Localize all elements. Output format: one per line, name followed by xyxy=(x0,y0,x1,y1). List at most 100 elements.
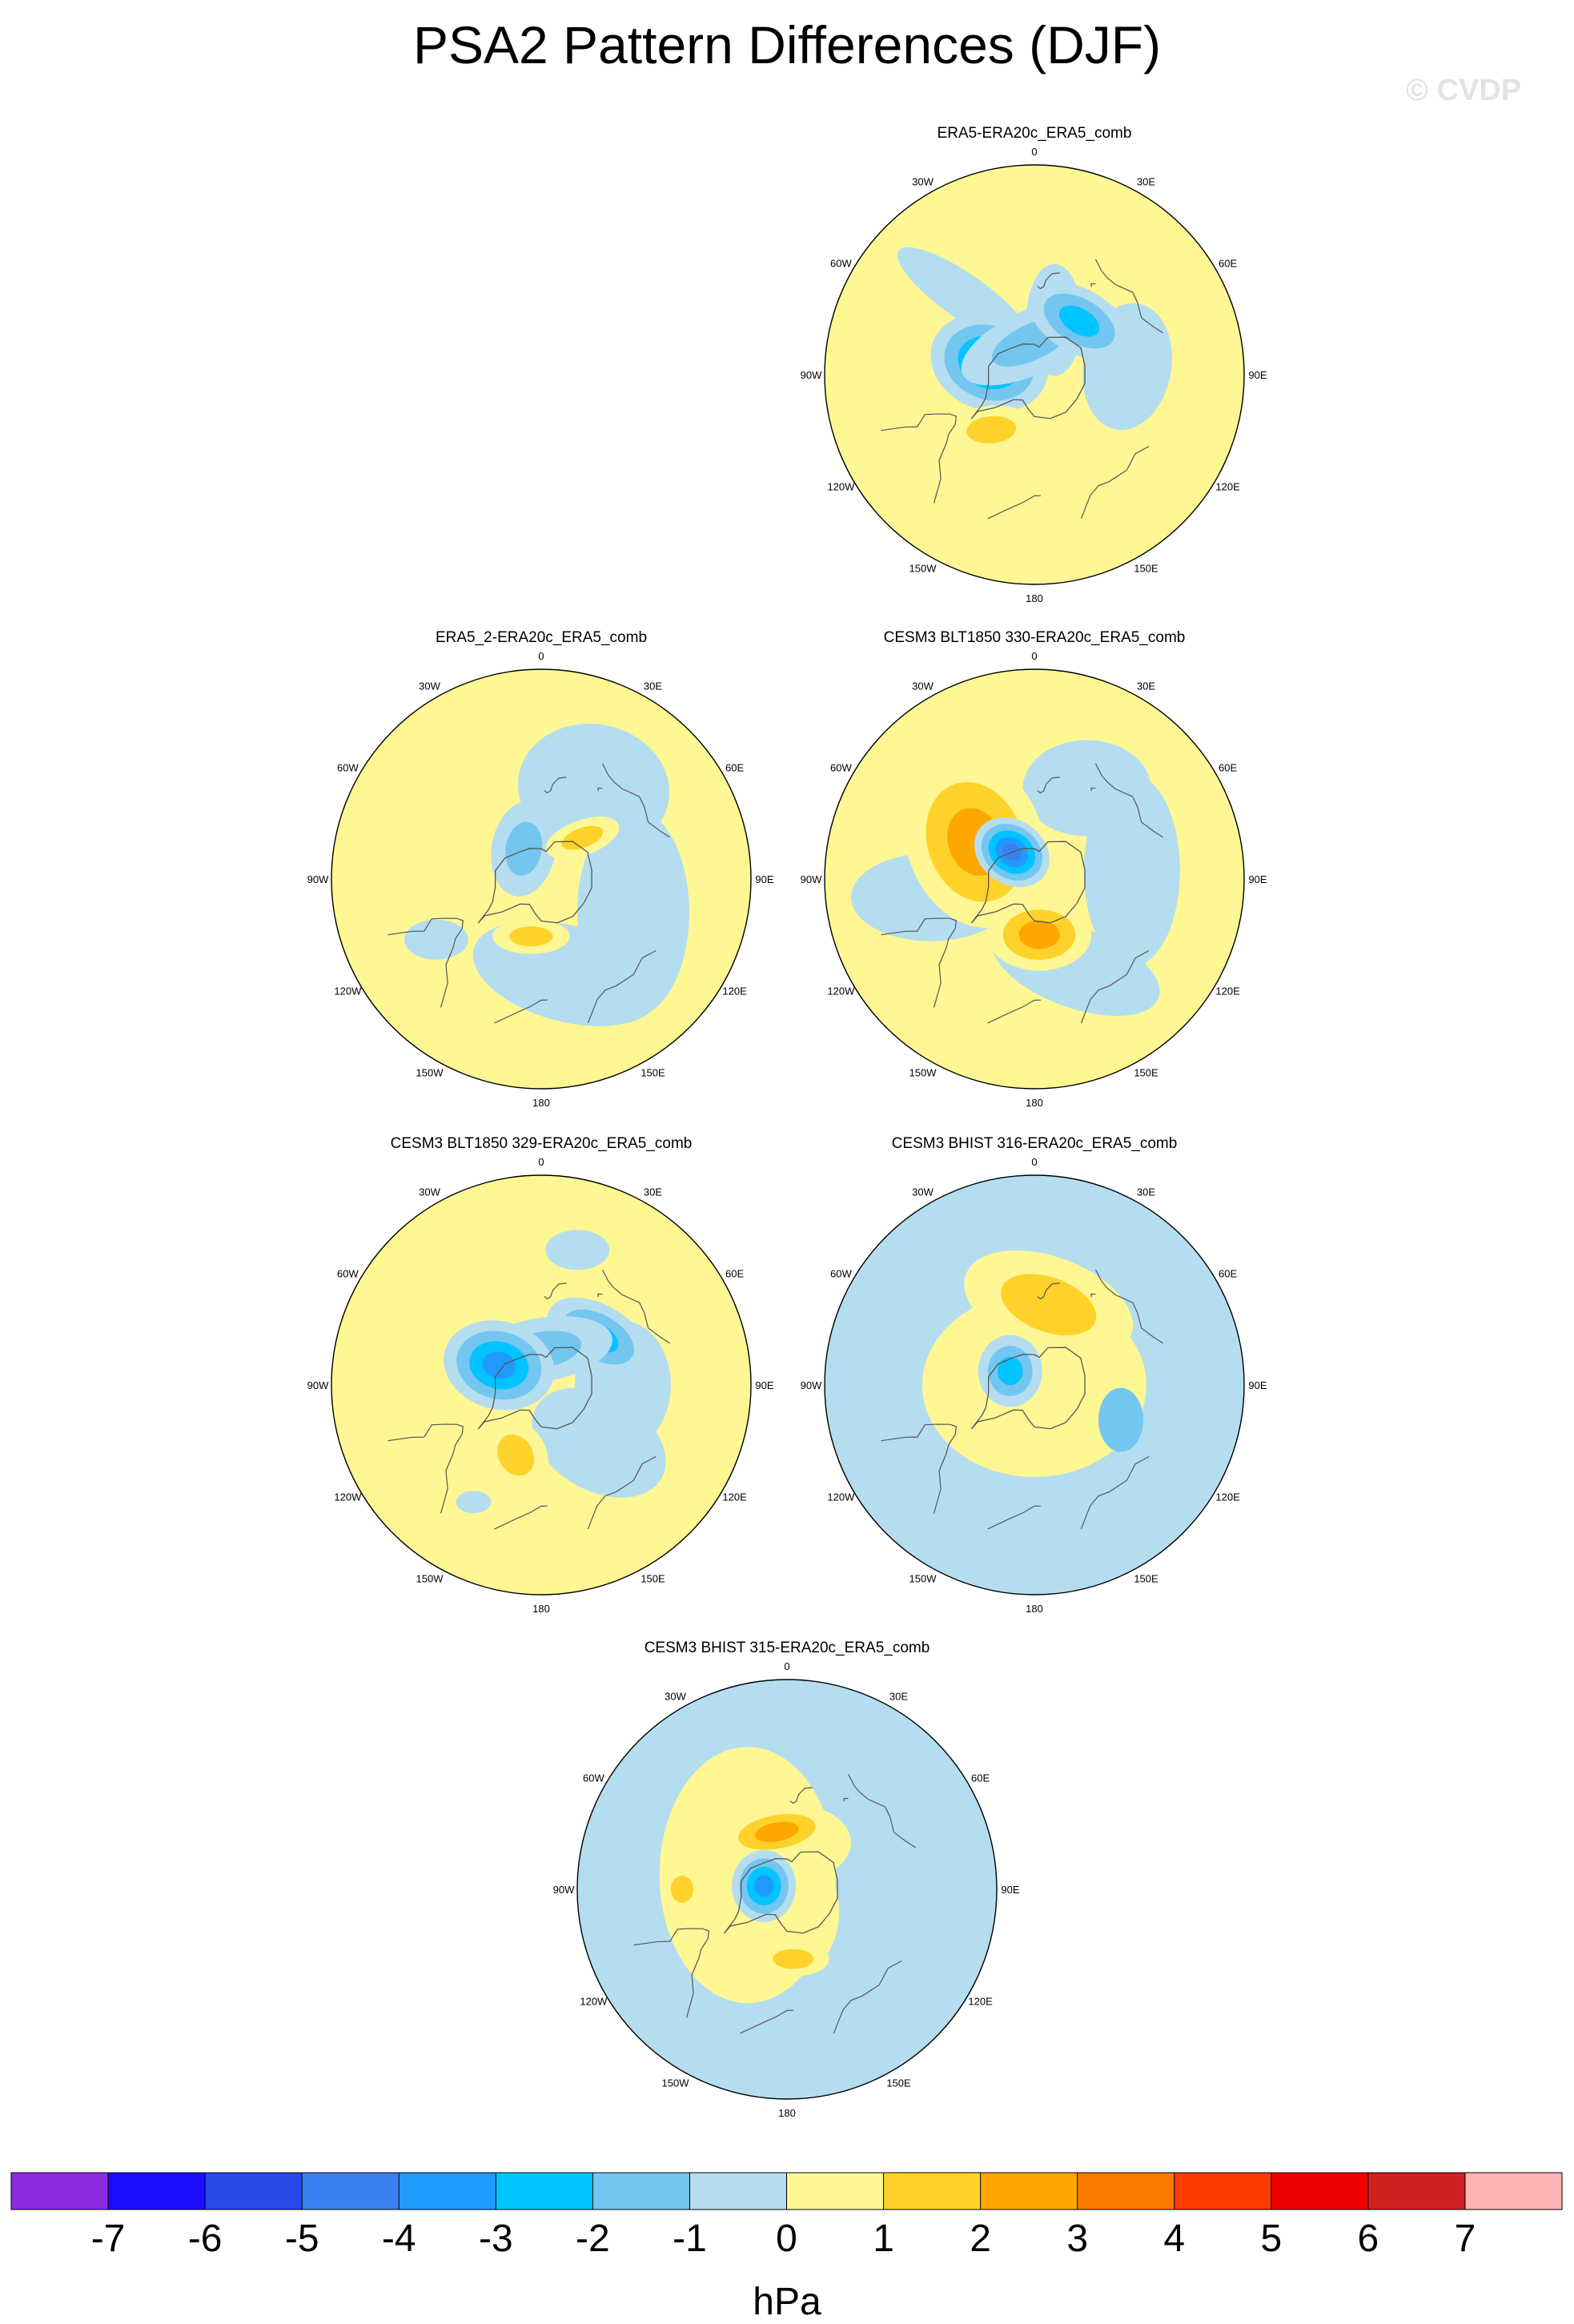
lon-label: 150W xyxy=(416,1067,444,1079)
lon-label: 60W xyxy=(583,1772,604,1784)
coastline xyxy=(1037,1282,1060,1300)
lon-label: 90W xyxy=(801,1379,822,1391)
lon-label: 150W xyxy=(416,1573,444,1585)
lon-label: 60W xyxy=(830,1268,852,1280)
panel-title: CESM3 BHIST 316-ERA20c_ERA5_comb xyxy=(892,1135,1178,1152)
field-layer xyxy=(825,1175,1244,1595)
field-layer xyxy=(825,165,1244,584)
contour--1_0 xyxy=(545,1230,610,1270)
colorbar-bin xyxy=(11,2173,109,2210)
colorbar-bin xyxy=(1464,2173,1563,2210)
panel-title: CESM3 BLT1850 330-ERA20c_ERA5_comb xyxy=(884,629,1186,646)
map-border xyxy=(824,668,1245,1090)
lon-label: 0 xyxy=(538,650,544,662)
lon-label: 120W xyxy=(827,1491,855,1503)
lon-label: 150E xyxy=(1134,1067,1158,1079)
panel-title: CESM3 BLT1850 329-ERA20c_ERA5_comb xyxy=(391,1135,693,1152)
lon-label: 150W xyxy=(909,1573,938,1585)
colorbar-tick-label: -3 xyxy=(479,2218,513,2260)
lon-label: 30W xyxy=(419,680,440,692)
colorbar-bin xyxy=(108,2173,206,2210)
lon-label: 30E xyxy=(889,1690,908,1702)
coastline xyxy=(1080,949,1150,1024)
colorbar-bin xyxy=(786,2173,885,2210)
lon-label: 90W xyxy=(307,1379,329,1391)
antarctica-coastline xyxy=(970,841,1086,924)
lon-label: 30E xyxy=(1137,1186,1155,1198)
coastline xyxy=(881,413,957,504)
lon-label: 60E xyxy=(725,1268,744,1280)
coastline xyxy=(633,1928,709,2018)
coastline xyxy=(740,2009,793,2034)
lon-label: 30W xyxy=(912,175,934,187)
lon-label: 0 xyxy=(784,1660,789,1672)
colorbar-bin xyxy=(302,2173,400,2210)
lon-label: 150E xyxy=(886,2077,911,2089)
coastline xyxy=(1090,787,1096,792)
coastline xyxy=(587,1455,657,1530)
contour--3_-2 xyxy=(1058,305,1100,337)
coastline xyxy=(587,949,657,1024)
colorbar-tick-label: -4 xyxy=(382,2218,416,2260)
maps-canvas: ERA5-ERA20c_ERA5_comb 0 30E 60E 90E 120E 150E 1… xyxy=(307,125,1267,2119)
contour--3_-2 xyxy=(997,1356,1023,1386)
antarctica-coastline xyxy=(970,336,1086,419)
colorbar-tick-label: 0 xyxy=(776,2218,797,2260)
copyright-watermark: © CVDP xyxy=(1406,74,1522,107)
coastline xyxy=(597,787,603,792)
coastline xyxy=(387,1423,464,1514)
coastline xyxy=(1094,763,1163,838)
lon-label: 120W xyxy=(827,481,855,493)
contour-2_3 xyxy=(1018,920,1060,949)
lon-label: 180 xyxy=(1026,1097,1043,1109)
lon-label: 180 xyxy=(532,1603,550,1615)
coastline xyxy=(881,1423,957,1514)
colorbar-bin xyxy=(399,2173,496,2210)
lon-label: 60W xyxy=(337,1268,359,1280)
contour--1_0 xyxy=(517,724,670,853)
lon-label: 150W xyxy=(662,2077,690,2089)
coastline xyxy=(987,1505,1041,1530)
colorbar-tick-label: 1 xyxy=(873,2218,894,2260)
map-panel: ERA5_2-ERA20c_ERA5_comb 0 30E 60E 90E 120E 150… xyxy=(307,629,774,1109)
panel-title: CESM3 BHIST 315-ERA20c_ERA5_comb xyxy=(644,1640,930,1656)
coastline xyxy=(881,917,957,1008)
map-border xyxy=(576,1679,998,2100)
colorbar: -7 -6 -5 -4 -3 -2 -1 0 1 2 3 4 5 6 7 xyxy=(10,2172,1563,2260)
field-layer xyxy=(331,1175,751,1595)
figure-title: PSA2 Pattern Differences (DJF) xyxy=(412,15,1162,74)
lon-label: 120E xyxy=(1215,1491,1240,1503)
contour-1_2 xyxy=(509,926,553,947)
lon-label: 60E xyxy=(1219,258,1237,270)
coastline xyxy=(597,1293,603,1298)
lon-label: 180 xyxy=(1026,592,1043,604)
colorbar-bin xyxy=(1077,2173,1175,2210)
coastline xyxy=(1094,259,1163,334)
contour-1_2 xyxy=(1001,1274,1097,1335)
lon-label: 60W xyxy=(830,258,852,270)
lon-label: 0 xyxy=(538,1156,544,1168)
contour-1_2 xyxy=(561,825,604,850)
colorbar-tick-label: 7 xyxy=(1455,2218,1476,2260)
lon-label: 90E xyxy=(1001,1884,1019,1896)
antarctica-coastline xyxy=(477,841,592,924)
contour-1_2 xyxy=(497,1434,535,1476)
contour--2_-1 xyxy=(1098,1387,1143,1452)
lon-label: 30E xyxy=(1137,175,1155,187)
lon-label: 60W xyxy=(830,762,852,774)
lon-label: 60W xyxy=(337,762,359,774)
coastline xyxy=(987,999,1041,1024)
coastline xyxy=(1090,1293,1096,1298)
contour--1_0 xyxy=(1022,740,1151,837)
colorbar-tick-label: 4 xyxy=(1163,2218,1185,2260)
panel-title: ERA5-ERA20c_ERA5_comb xyxy=(938,125,1132,142)
lon-label: 90E xyxy=(1248,369,1267,381)
lon-label: 90E xyxy=(1248,873,1267,885)
coastline xyxy=(987,495,1041,520)
lon-label: 30E xyxy=(644,680,662,692)
lon-label: 120E xyxy=(722,1491,747,1503)
lon-label: 150E xyxy=(1134,563,1158,575)
lon-label: 90E xyxy=(755,1379,773,1391)
colorbar-tick-label: -5 xyxy=(285,2218,319,2260)
lon-label: 180 xyxy=(778,2107,796,2119)
